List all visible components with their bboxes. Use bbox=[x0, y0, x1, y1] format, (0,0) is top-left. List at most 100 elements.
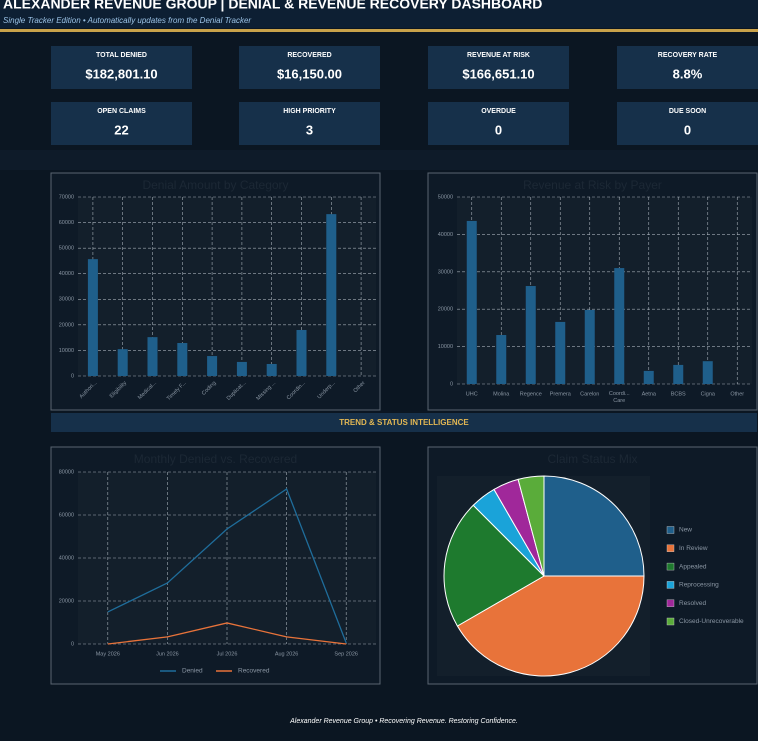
chart-title: Denial Amount by Category bbox=[142, 178, 288, 192]
y-tick-label: 0 bbox=[450, 381, 453, 387]
kpi-card bbox=[428, 46, 569, 89]
y-tick-label: 70000 bbox=[59, 194, 74, 200]
x-tick-label: Cigna bbox=[701, 391, 716, 397]
bar bbox=[236, 361, 247, 376]
x-tick-label: Jul 2026 bbox=[217, 651, 238, 657]
legend-label: Closed-Unrecoverable bbox=[679, 618, 744, 625]
pie-slice bbox=[543, 475, 645, 577]
y-tick-label: 20000 bbox=[59, 322, 74, 328]
spacer-band bbox=[0, 150, 758, 170]
y-tick-label: 50000 bbox=[59, 246, 74, 252]
x-tick-label: Aug 2026 bbox=[275, 651, 299, 657]
kpi-card bbox=[428, 102, 569, 145]
bar bbox=[117, 349, 128, 376]
bar bbox=[614, 268, 625, 384]
kpi-value: 3 bbox=[306, 122, 313, 137]
legend-label: Resolved bbox=[679, 600, 706, 607]
section-bar bbox=[51, 413, 757, 432]
bar bbox=[177, 343, 188, 376]
kpi-label: RECOVERED bbox=[287, 52, 331, 59]
header-title: ALEXANDER REVENUE GROUP | DENIAL & REVEN… bbox=[3, 0, 542, 12]
kpi-card bbox=[239, 46, 380, 89]
x-tick-label: Regence bbox=[520, 391, 542, 397]
legend-label: Appealed bbox=[679, 563, 707, 570]
kpi-label: HIGH PRIORITY bbox=[283, 108, 336, 115]
bar bbox=[466, 220, 477, 384]
legend-label: In Review bbox=[679, 545, 708, 552]
header-subtitle: Single Tracker Edition • Automatically u… bbox=[3, 16, 251, 25]
kpi-card bbox=[51, 102, 192, 145]
x-tick-label: Molina bbox=[493, 391, 510, 397]
legend-swatch bbox=[666, 599, 675, 607]
bar bbox=[147, 337, 158, 376]
legend-swatch bbox=[666, 617, 675, 626]
legend-swatch bbox=[666, 562, 675, 571]
bar bbox=[266, 363, 277, 376]
kpi-value: 8.8% bbox=[673, 66, 703, 81]
header-band bbox=[0, 0, 758, 28]
kpi-value: $166,651.10 bbox=[462, 66, 534, 81]
bar bbox=[702, 361, 713, 384]
legend-label: Denied bbox=[182, 668, 203, 675]
bar bbox=[673, 364, 684, 384]
kpi-value: $182,801.10 bbox=[85, 66, 157, 81]
y-tick-label: 60000 bbox=[59, 512, 74, 518]
kpi-label: DUE SOON bbox=[669, 108, 706, 115]
y-tick-label: 10000 bbox=[59, 348, 74, 354]
kpi-label: TOTAL DENIED bbox=[96, 52, 147, 59]
kpi-card bbox=[617, 46, 758, 89]
kpi-value: $16,150.00 bbox=[277, 66, 342, 81]
bar bbox=[525, 286, 536, 384]
x-tick-label: Carelon bbox=[580, 391, 599, 397]
bar bbox=[207, 356, 218, 376]
kpi-value: 0 bbox=[684, 122, 691, 137]
kpi-value: 0 bbox=[495, 122, 502, 137]
y-tick-label: 30000 bbox=[59, 297, 74, 303]
pie-slice bbox=[517, 475, 545, 577]
y-tick-label: 20000 bbox=[59, 598, 74, 604]
legend-swatch bbox=[666, 544, 675, 552]
chart-title: Claim Status Mix bbox=[547, 452, 637, 466]
bar bbox=[584, 309, 595, 384]
chart-title: Monthly Denied vs. Recovered bbox=[134, 452, 297, 466]
bar bbox=[496, 335, 507, 384]
y-tick-label: 40000 bbox=[59, 271, 74, 277]
header-rule bbox=[0, 29, 758, 32]
kpi-card bbox=[617, 102, 758, 145]
x-tick-label: Coordi... Care bbox=[609, 391, 630, 404]
x-tick-label: Aetna bbox=[642, 391, 657, 397]
kpi-value: 22 bbox=[114, 122, 128, 137]
legend-label: New bbox=[679, 527, 692, 534]
legend-label: Reprocessing bbox=[679, 582, 719, 589]
x-tick-label: BCBS bbox=[671, 391, 686, 397]
legend-swatch bbox=[666, 526, 675, 534]
pie-slice bbox=[443, 504, 545, 627]
kpi-label: RECOVERY RATE bbox=[658, 52, 718, 59]
y-tick-label: 40000 bbox=[59, 555, 74, 561]
bar bbox=[87, 259, 98, 376]
y-tick-label: 20000 bbox=[438, 307, 453, 313]
y-tick-label: 50000 bbox=[438, 194, 453, 200]
section-title: TREND & STATUS INTELLIGENCE bbox=[339, 418, 469, 427]
footer: Alexander Revenue Group • Recovering Rev… bbox=[289, 718, 518, 725]
kpi-card bbox=[239, 102, 380, 145]
x-tick-label: Sep 2026 bbox=[334, 651, 358, 657]
y-tick-label: 80000 bbox=[59, 469, 74, 475]
y-tick-label: 60000 bbox=[59, 220, 74, 226]
x-tick-label: May 2026 bbox=[96, 651, 120, 657]
y-tick-label: 10000 bbox=[438, 344, 453, 350]
kpi-label: OVERDUE bbox=[481, 108, 516, 115]
bar bbox=[555, 321, 566, 384]
x-tick-label: Other bbox=[730, 391, 744, 397]
chart-title: Revenue at Risk by Payer bbox=[523, 178, 662, 192]
series-line bbox=[107, 487, 347, 644]
legend-label: Recovered bbox=[238, 668, 270, 675]
bar bbox=[326, 214, 337, 376]
bar bbox=[296, 329, 307, 376]
y-tick-label: 0 bbox=[71, 641, 74, 647]
x-tick-label: UHC bbox=[466, 391, 478, 397]
y-tick-label: 30000 bbox=[438, 269, 453, 275]
legend-swatch bbox=[666, 581, 675, 589]
kpi-label: REVENUE AT RISK bbox=[467, 52, 530, 59]
